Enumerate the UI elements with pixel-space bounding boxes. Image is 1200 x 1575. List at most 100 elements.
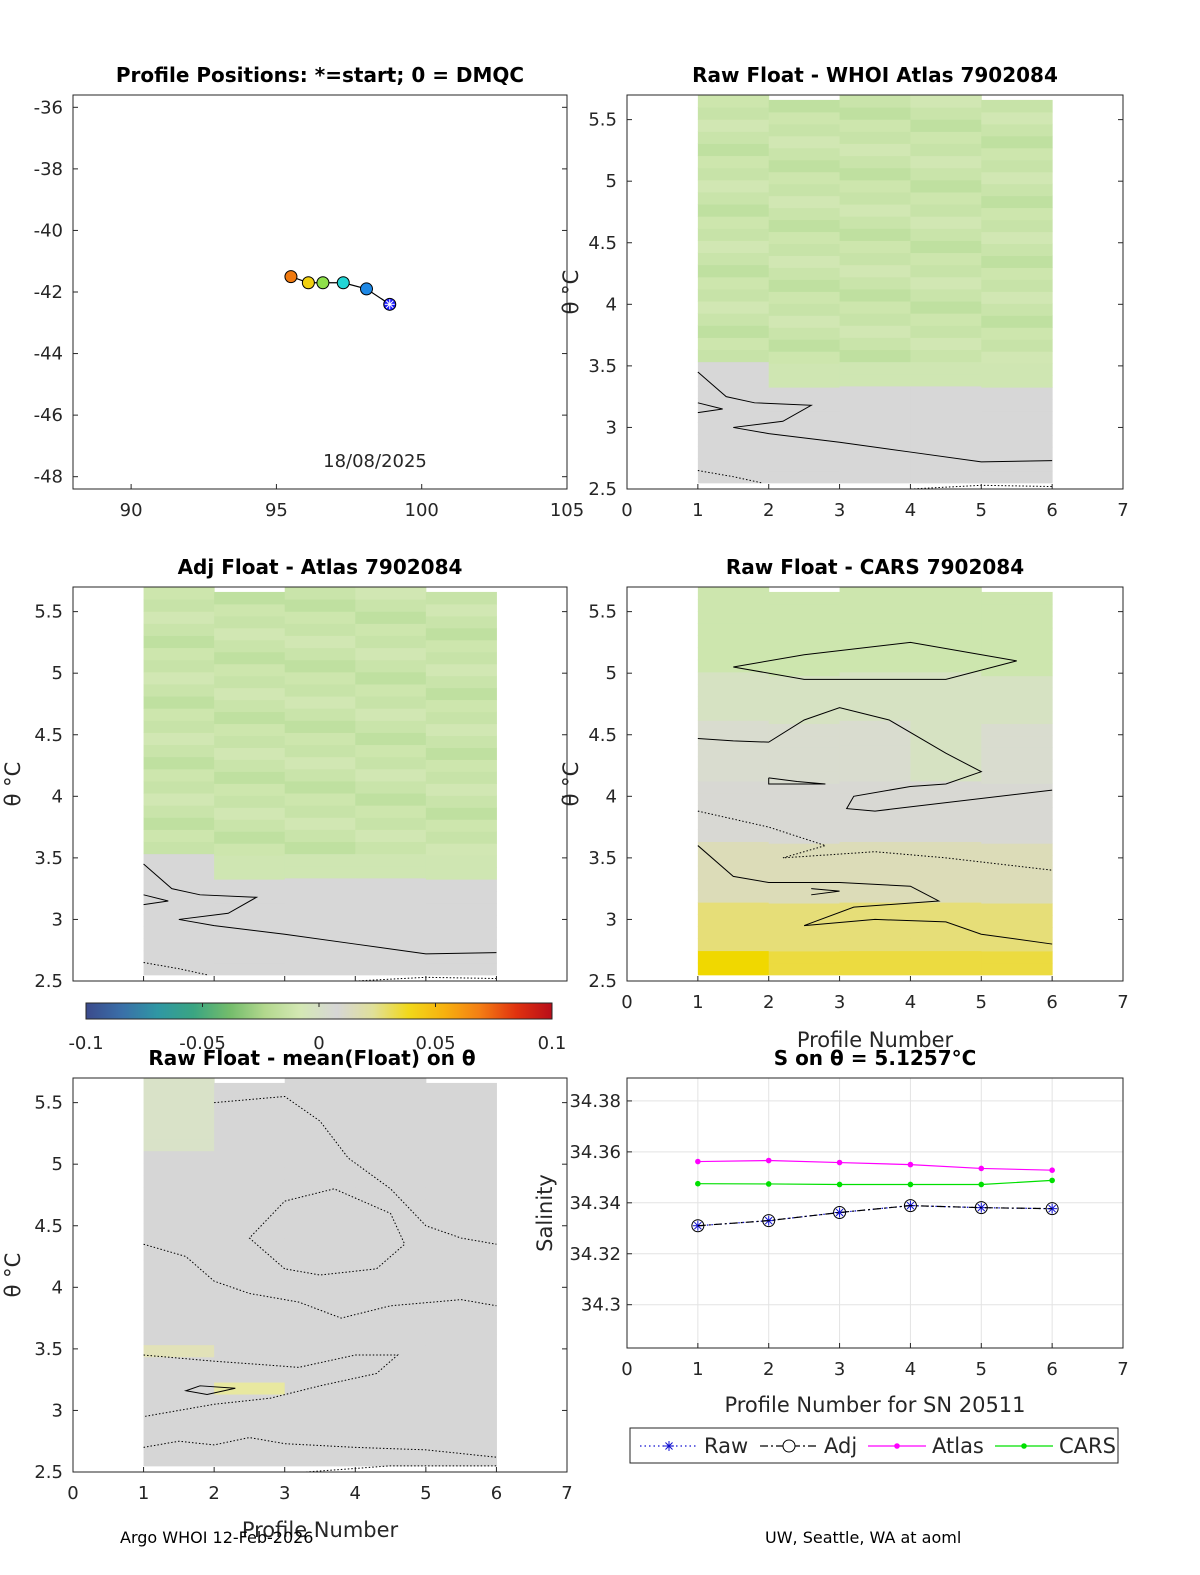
- heat-cell: [355, 841, 427, 855]
- heat-cell: [214, 855, 286, 868]
- heat-cell: [355, 902, 427, 915]
- heat-cell: [143, 877, 215, 891]
- profile-marker: [301, 276, 315, 290]
- heat-cell: [981, 303, 1053, 316]
- heat-cell: [425, 735, 497, 748]
- heat-cell: [910, 107, 982, 120]
- heat-cell: [425, 891, 497, 904]
- salinity-axes: [626, 1077, 1124, 1349]
- adj-atlas-panel: Adj Float - Atlas 7902084 2.5 3 3.5 4 4.5 5 5.…: [1, 555, 568, 992]
- heat-cell: [284, 1090, 356, 1103]
- heat-cell: [910, 349, 982, 363]
- x-tick-label: 6: [1046, 992, 1057, 1013]
- heat-cell: [697, 865, 770, 879]
- point-cars: [836, 1181, 843, 1188]
- heat-cell: [214, 735, 286, 748]
- y-tick-label: 4.5: [34, 725, 63, 746]
- adj-atlas-title: Adj Float - Atlas 7902084: [178, 555, 463, 579]
- heat-cell: [839, 599, 911, 612]
- heat-cell: [768, 950, 841, 964]
- heat-cell: [355, 1150, 427, 1164]
- legend-label-atlas: Atlas: [932, 1434, 984, 1458]
- heat-cell: [284, 1308, 356, 1321]
- heat-cell: [768, 99, 841, 113]
- heat-cell: [143, 780, 215, 794]
- raw-mean-axes: [72, 1077, 568, 1473]
- heat-cell: [284, 1381, 356, 1394]
- x-tick-label: 5: [976, 1359, 987, 1380]
- heat-cell: [425, 819, 497, 832]
- heat-cell: [981, 807, 1053, 820]
- heat-cell: [284, 950, 356, 964]
- heat-cell: [697, 191, 770, 205]
- y-tick-label: 3: [606, 417, 617, 438]
- y-tick-label: 4: [606, 294, 617, 315]
- heat-cell: [214, 1262, 286, 1275]
- heat-cell: [768, 879, 841, 892]
- heat-cell: [910, 659, 982, 673]
- heat-cell: [768, 363, 841, 376]
- heat-cell: [284, 1223, 356, 1237]
- heat-cell: [768, 926, 841, 940]
- heat-cell: [284, 768, 356, 782]
- heat-cell: [981, 831, 1053, 844]
- heat-cell: [355, 962, 427, 976]
- heat-cell: [768, 867, 841, 880]
- heat-cell: [214, 903, 286, 916]
- heat-cell: [214, 1226, 286, 1239]
- heat-cell: [355, 1162, 427, 1176]
- heat-cell: [355, 1453, 427, 1467]
- heat-cell: [839, 683, 911, 697]
- heat-cell: [910, 732, 982, 746]
- heat-cell: [697, 349, 770, 363]
- raw-mean-heatmap: [143, 1078, 497, 1467]
- heat-cell: [284, 1150, 356, 1164]
- heat-cell: [910, 204, 982, 217]
- y-tick-label: 5: [606, 171, 617, 192]
- heat-cell: [839, 337, 911, 351]
- heat-cell: [981, 771, 1053, 784]
- heat-cell: [284, 1211, 356, 1224]
- heat-cell: [284, 1332, 356, 1346]
- heat-cell: [143, 1223, 215, 1237]
- heat-cell: [768, 207, 841, 221]
- heat-cell: [214, 867, 286, 880]
- heat-cell: [214, 1322, 286, 1335]
- salinity-panel: S on θ = 5.1257°C 0 1 2 3 4 5 6 7 34.3 34.32 34.34…: [533, 1046, 1129, 1464]
- salinity-title: S on θ = 5.1257°C: [774, 1046, 977, 1070]
- heat-cell: [214, 1334, 286, 1347]
- colorbar-tick-label: -0.1: [68, 1033, 103, 1054]
- heat-cell: [425, 1370, 497, 1383]
- heat-cell: [214, 699, 286, 713]
- heat-cell: [425, 1429, 497, 1443]
- heat-cell: [981, 399, 1053, 412]
- heat-cell: [981, 327, 1053, 340]
- heat-cell: [981, 434, 1053, 448]
- heat-cell: [910, 938, 982, 952]
- heat-cell: [355, 1259, 427, 1273]
- heat-cell: [697, 841, 770, 855]
- heat-cell: [143, 1284, 215, 1297]
- heat-cell: [214, 1370, 286, 1383]
- heat-cell: [143, 1453, 215, 1467]
- x-tick-label: 90: [120, 500, 143, 521]
- heat-cell: [284, 647, 356, 661]
- heat-cell: [425, 711, 497, 725]
- x-tick-label: 3: [279, 1483, 290, 1504]
- heat-cell: [143, 1211, 215, 1224]
- heat-cell: [284, 1284, 356, 1297]
- heat-cell: [910, 683, 982, 697]
- heat-cell: [214, 1250, 286, 1263]
- heat-cell: [768, 651, 841, 665]
- heat-cell: [981, 915, 1053, 928]
- heat-cell: [697, 434, 770, 447]
- heat-cell: [981, 375, 1053, 388]
- heat-cell: [355, 708, 427, 721]
- heat-cell: [981, 267, 1053, 280]
- heat-cell: [981, 423, 1053, 436]
- heat-cell: [143, 647, 215, 661]
- heat-cell: [284, 1235, 356, 1249]
- heat-cell: [425, 1286, 497, 1299]
- heat-cell: [143, 1320, 215, 1334]
- heat-cell: [839, 611, 911, 624]
